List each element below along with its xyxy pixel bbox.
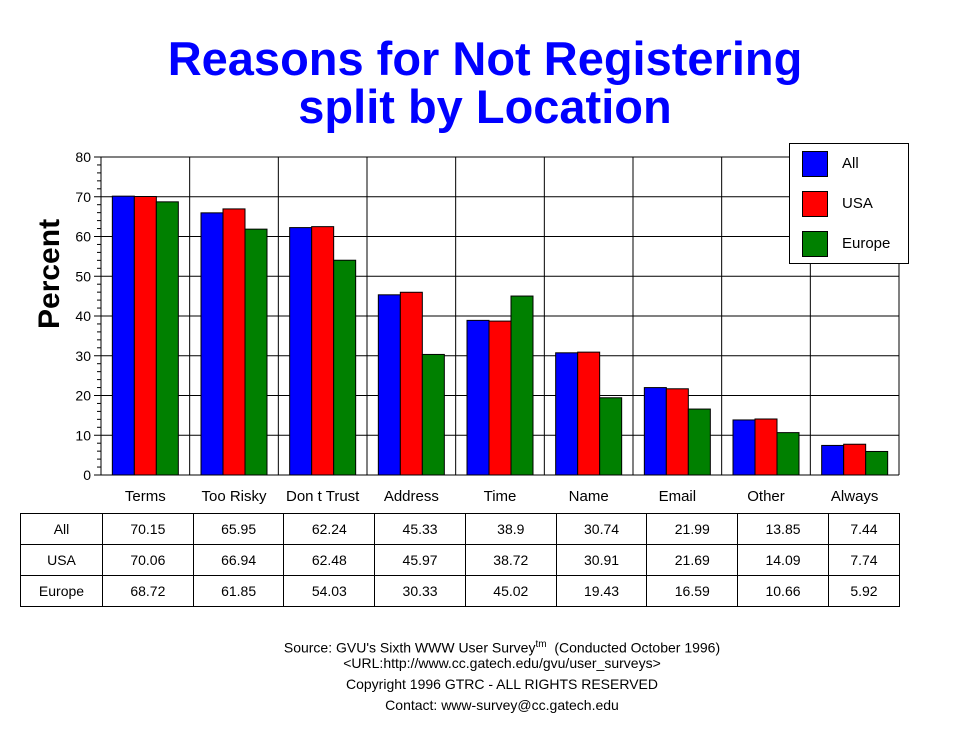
table-cell: 62.48 bbox=[283, 544, 376, 576]
footer-copyright: Copyright 1996 GTRC - ALL RIGHTS RESERVE… bbox=[346, 676, 658, 692]
table-cell: 45.97 bbox=[374, 544, 466, 576]
footer-contact: Contact: www-survey@cc.gatech.edu bbox=[385, 697, 619, 713]
table-cell: 45.33 bbox=[374, 513, 466, 545]
table-cell: 38.72 bbox=[464, 544, 557, 576]
chart-subtitle: split by Location bbox=[298, 80, 672, 133]
table-cell: 7.74 bbox=[827, 544, 901, 576]
table-cell: 14.09 bbox=[737, 544, 829, 576]
table-row-label: Europe bbox=[20, 575, 103, 607]
bar-usa-email bbox=[665, 388, 689, 476]
table-cell: 30.33 bbox=[374, 575, 466, 607]
table-cell: 70.06 bbox=[102, 544, 194, 576]
bar-usa-other bbox=[754, 418, 778, 476]
source-text: Source: GVU's Sixth WWW User Survey bbox=[283, 639, 536, 656]
x-tick-label: Don t Trust bbox=[286, 488, 360, 505]
bar-all-too-risky bbox=[200, 212, 224, 476]
y-tick-label: 40 bbox=[75, 308, 91, 324]
bar-europe-name bbox=[599, 397, 623, 476]
x-tick-label: Other bbox=[747, 488, 785, 505]
table-cell: 38.9 bbox=[464, 513, 557, 545]
bar-usa-time bbox=[488, 320, 512, 476]
table-cell: 5.92 bbox=[827, 575, 901, 607]
table-cell: 66.94 bbox=[192, 544, 285, 576]
y-tick-label: 20 bbox=[75, 388, 91, 404]
bar-usa-terms bbox=[133, 196, 157, 476]
table-row: USA 70.06 66.94 62.48 45.97 38.72 30.91 21.69 14… bbox=[20, 544, 901, 576]
bar-all-terms bbox=[111, 195, 135, 476]
table-cell: 19.43 bbox=[555, 575, 648, 607]
bar-all-other bbox=[732, 419, 756, 476]
legend-label-usa: USA bbox=[842, 195, 873, 212]
table-cell: 21.69 bbox=[646, 544, 739, 576]
bar-chart: 0 10 20 30 40 50 60 70 80 Terms Too Risky Don t Tru… bbox=[75, 149, 900, 505]
bar-europe-always bbox=[865, 450, 889, 476]
table-cell: 68.72 bbox=[102, 575, 194, 607]
x-tick-label: Name bbox=[569, 488, 609, 505]
table-cell: 30.74 bbox=[555, 513, 648, 545]
table-cell: 65.95 bbox=[192, 513, 285, 545]
y-tick-label: 10 bbox=[75, 427, 91, 443]
x-tick-label: Time bbox=[484, 488, 517, 505]
bar-all-always bbox=[821, 444, 845, 476]
table-cell: 62.24 bbox=[283, 513, 376, 545]
bar-usa-too-risky bbox=[222, 208, 246, 476]
table-row: Europe 68.72 61.85 54.03 30.33 45.02 19.43 16.5… bbox=[20, 575, 901, 607]
table-row-label: USA bbox=[20, 544, 103, 576]
bar-europe-too-risky bbox=[244, 228, 268, 476]
table-row-label: All bbox=[20, 513, 103, 545]
table-cell: 10.66 bbox=[737, 575, 829, 607]
bar-europe-address bbox=[421, 353, 445, 476]
data-table: All 70.15 65.95 62.24 45.33 38.9 30.74 21.99 13.… bbox=[20, 513, 901, 607]
table-cell: 30.91 bbox=[555, 544, 648, 576]
bar-europe-don-t-trust bbox=[333, 259, 357, 476]
legend-swatch-all bbox=[802, 151, 828, 177]
bar-all-address bbox=[377, 294, 401, 476]
y-axis-title: Percent bbox=[33, 218, 66, 329]
trademark-mark: tm bbox=[535, 639, 547, 650]
legend: All USA Europe bbox=[789, 143, 909, 264]
legend-swatch-usa bbox=[802, 191, 828, 217]
table-cell: 45.02 bbox=[464, 575, 557, 607]
x-tick-label: Address bbox=[384, 488, 439, 505]
y-tick-label: 70 bbox=[75, 189, 91, 205]
survey-date: (Conducted October 1996) bbox=[546, 639, 721, 656]
bar-usa-name bbox=[577, 351, 601, 476]
bar-usa-always bbox=[843, 443, 867, 476]
y-tick-label: 30 bbox=[75, 348, 91, 364]
bar-all-name bbox=[555, 352, 579, 476]
legend-label-europe: Europe bbox=[842, 235, 891, 252]
bar-usa-address bbox=[399, 291, 423, 476]
table-cell: 61.85 bbox=[192, 575, 285, 607]
bar-usa-don-t-trust bbox=[311, 226, 335, 476]
table-cell: 13.85 bbox=[737, 513, 829, 545]
footer-url: <URL:http://www.cc.gatech.edu/gvu/user_s… bbox=[343, 655, 661, 671]
table-cell: 70.15 bbox=[102, 513, 194, 545]
footer-source: Source: GVU's Sixth WWW User Surveytm (C… bbox=[0, 635, 970, 658]
bar-europe-terms bbox=[155, 201, 179, 476]
x-tick-label: Email bbox=[659, 488, 697, 505]
bar-europe-email bbox=[687, 408, 711, 476]
table-cell: 21.99 bbox=[646, 513, 739, 545]
table-row: All 70.15 65.95 62.24 45.33 38.9 30.74 21.99 13.… bbox=[20, 513, 901, 545]
legend-swatch-europe bbox=[802, 231, 828, 257]
bar-europe-other bbox=[776, 432, 800, 476]
y-tick-label: 50 bbox=[75, 268, 91, 284]
bar-all-don-t-trust bbox=[289, 227, 313, 476]
x-tick-label: Too Risky bbox=[201, 488, 267, 505]
table-cell: 54.03 bbox=[283, 575, 376, 607]
table-cell: 16.59 bbox=[646, 575, 739, 607]
x-tick-label: Terms bbox=[125, 488, 166, 505]
legend-label-all: All bbox=[842, 155, 859, 172]
x-tick-label: Always bbox=[831, 488, 879, 505]
bar-europe-time bbox=[510, 295, 534, 476]
bar-all-email bbox=[643, 387, 667, 476]
bar-all-time bbox=[466, 319, 490, 476]
y-tick-label: 0 bbox=[83, 467, 91, 483]
table-cell: 7.44 bbox=[827, 513, 901, 545]
chart-title: Reasons for Not Registering bbox=[167, 32, 803, 85]
y-tick-label: 60 bbox=[75, 229, 91, 245]
y-tick-label: 80 bbox=[75, 149, 91, 165]
